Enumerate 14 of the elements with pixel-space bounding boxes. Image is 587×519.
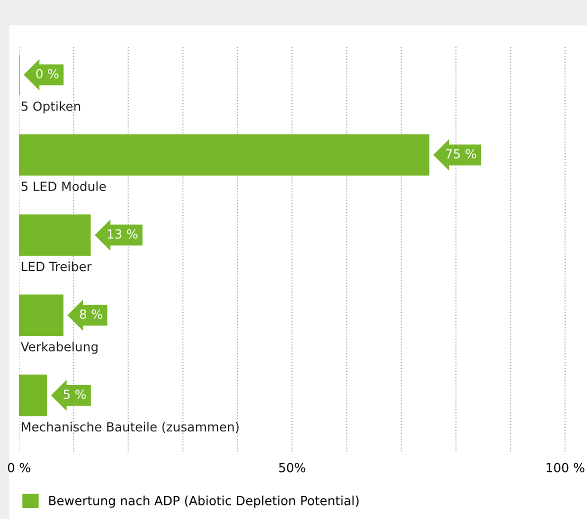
- data-label: 5 %: [64, 390, 86, 400]
- y-tick-label: Mechanische Bauteile (zusammen): [22, 422, 239, 434]
- y-tick-label: LED Treiber: [22, 262, 92, 272]
- x-tick-label: 0 %: [8, 462, 30, 472]
- y-tick-label: 5 LED Module: [22, 181, 106, 192]
- data-label: 0 %: [36, 68, 59, 78]
- legend-label: Bewertung nach ADP (Abiotic Depletion Potential): [49, 496, 359, 508]
- data-label: 13 %: [108, 229, 138, 239]
- y-tick-label: Verkabelung: [20, 342, 98, 354]
- x-tick-label: 50%: [279, 462, 306, 472]
- y-tick-label: 5 Optiken: [22, 101, 80, 114]
- x-tick-label: 100 %: [546, 462, 584, 472]
- data-label: 8 %: [80, 309, 102, 319]
- data-label: 75 %: [446, 149, 476, 159]
